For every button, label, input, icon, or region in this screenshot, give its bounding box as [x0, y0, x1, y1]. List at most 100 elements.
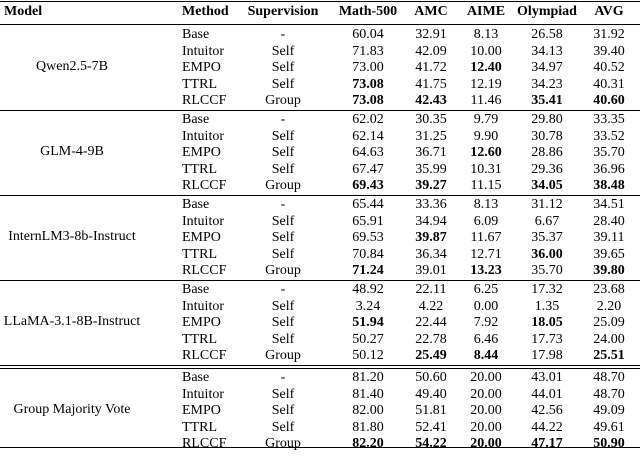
cell-text: TTRL: [182, 161, 217, 177]
cell-text: Self: [271, 298, 295, 314]
cell-text: Intuitor: [182, 386, 224, 402]
cell-value: 81.20: [352, 370, 384, 385]
cell-value: 34.05: [531, 178, 563, 193]
cell-text: RLCCF: [182, 436, 227, 451]
cell-text: Intuitor: [182, 213, 224, 229]
cell-value: 50.90: [593, 436, 625, 451]
cell-value: 20.00: [470, 419, 502, 435]
cell-value: 39.80: [593, 263, 625, 278]
model-name: LLaMA-3.1-8B-Instruct: [3, 314, 141, 329]
cell-value: 65.44: [352, 197, 384, 212]
cell-text: TTRL: [182, 246, 217, 262]
cell-value: 69.53: [352, 230, 384, 245]
cell-value: 11.15: [470, 178, 502, 193]
column-header: Model: [4, 4, 43, 19]
cell-value: 69.43: [352, 178, 384, 193]
cell-value: 12.40: [470, 60, 502, 75]
cell-value: 0.00: [473, 298, 499, 314]
cell-value: 33.36: [415, 197, 447, 212]
cell-text: Intuitor: [182, 43, 224, 59]
cell-value: 48.70: [593, 370, 625, 385]
cell-value: 41.72: [415, 60, 447, 75]
cell-value: 50.12: [352, 348, 384, 363]
cell-text: Self: [271, 161, 295, 177]
cell-text: EMPO: [182, 60, 221, 75]
cell-value: 36.00: [531, 246, 563, 262]
cell-value: 50.60: [415, 370, 447, 385]
cell-value: 39.65: [593, 246, 625, 262]
cell-text: Base: [182, 27, 210, 42]
cell-text: -: [280, 282, 286, 297]
rule: [0, 368, 640, 369]
cell-value: 8.13: [473, 27, 499, 42]
cell-text: Self: [271, 43, 295, 59]
cell-value: 44.22: [531, 419, 563, 435]
cell-value: 51.94: [352, 315, 384, 330]
cell-text: -: [280, 197, 286, 212]
cell-value: 22.11: [415, 282, 447, 297]
cell-text: EMPO: [182, 145, 221, 160]
cell-value: 11.46: [470, 93, 502, 108]
cell-value: 6.46: [473, 331, 499, 347]
cell-text: Self: [271, 331, 295, 347]
cell-value: 81.40: [352, 386, 384, 402]
cell-value: 51.81: [415, 403, 447, 418]
cell-text: Base: [182, 370, 210, 385]
cell-text: Self: [271, 145, 295, 160]
cell-value: 50.27: [352, 331, 384, 347]
cell-value: 73.08: [352, 93, 384, 108]
cell-value: 47.17: [531, 436, 563, 451]
rule: [0, 447, 640, 448]
cell-value: 39.27: [415, 178, 447, 193]
cell-value: 10.00: [470, 43, 502, 59]
cell-value: 1.35: [534, 298, 560, 314]
cell-value: 18.05: [531, 315, 563, 330]
cell-value: 4.22: [418, 298, 444, 314]
cell-text: Self: [271, 419, 295, 435]
cell-value: 20.00: [470, 436, 502, 451]
cell-text: -: [280, 370, 286, 385]
cell-value: 3.24: [355, 298, 381, 314]
cell-value: 33.35: [593, 112, 625, 127]
cell-text: Self: [271, 128, 295, 144]
cell-value: 12.19: [470, 76, 502, 92]
cell-value: 28.86: [531, 145, 563, 160]
cell-text: Self: [271, 230, 295, 245]
column-header: AIME: [466, 4, 506, 19]
cell-value: 7.92: [473, 315, 499, 330]
cell-text: TTRL: [182, 419, 217, 435]
cell-value: 17.73: [531, 331, 563, 347]
cell-value: 39.40: [593, 43, 625, 59]
cell-value: 73.00: [352, 60, 384, 75]
cell-text: Self: [271, 386, 295, 402]
cell-text: Base: [182, 197, 210, 212]
cell-value: 82.20: [352, 436, 384, 451]
cell-value: 36.96: [593, 161, 625, 177]
cell-value: 39.87: [415, 230, 447, 245]
cell-value: 28.40: [593, 213, 625, 229]
cell-text: Group: [265, 93, 301, 108]
cell-value: 31.92: [593, 27, 625, 42]
cell-text: Self: [271, 60, 295, 75]
cell-value: 48.70: [593, 386, 625, 402]
cell-text: RLCCF: [182, 93, 227, 108]
cell-value: 40.52: [593, 60, 625, 75]
cell-text: EMPO: [182, 403, 221, 418]
cell-value: 30.78: [531, 128, 563, 144]
cell-value: 34.13: [531, 43, 563, 59]
rule: [0, 24, 640, 25]
column-header: AVG: [594, 4, 624, 19]
cell-text: Self: [271, 403, 295, 418]
cell-value: 70.84: [352, 246, 384, 262]
cell-value: 20.00: [470, 386, 502, 402]
cell-value: 49.09: [593, 403, 625, 418]
cell-text: -: [280, 27, 286, 42]
cell-value: 30.35: [415, 112, 447, 127]
cell-value: 25.51: [593, 348, 625, 363]
cell-text: Group: [265, 178, 301, 193]
cell-value: 10.31: [470, 161, 502, 177]
model-name: Qwen2.5-7B: [36, 59, 108, 74]
cell-value: 43.01: [531, 370, 563, 385]
cell-value: 35.37: [531, 230, 563, 245]
rule: [0, 365, 640, 366]
